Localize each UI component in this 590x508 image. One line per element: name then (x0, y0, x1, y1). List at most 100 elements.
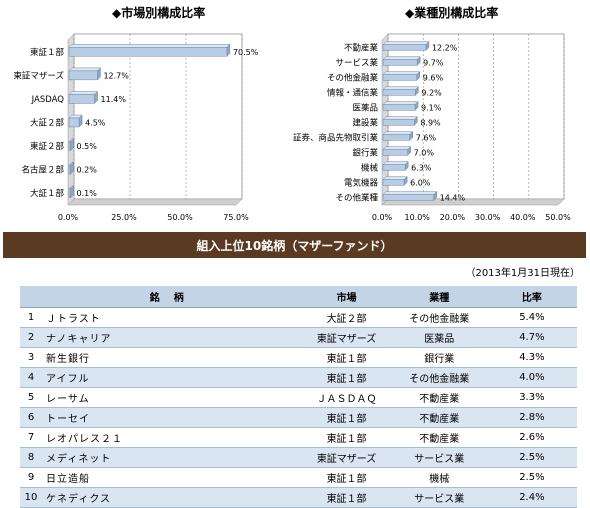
market-bar (68, 164, 71, 175)
name-cell: ケネディクス (42, 487, 302, 508)
name-cell: 新生銀行 (42, 347, 302, 368)
market-cell: 東証１部 (301, 467, 392, 488)
market-cell: 東証１部 (301, 427, 392, 448)
sector-bar-top (382, 191, 438, 195)
sector-tick-label: 30.0% (475, 213, 501, 222)
sector-category-label: サービス業 (335, 58, 378, 69)
market-category-label: 大証２部 (30, 118, 65, 129)
table-row: 10 ケネディクス 東証１部 サービス業 2.4% (20, 487, 577, 508)
market-bar (68, 141, 71, 151)
weight-cell: 5.4% (486, 307, 577, 328)
market-cell: ＪＡＳＤＡＱ (301, 387, 392, 408)
market-value-label: 11.4% (101, 95, 127, 104)
market-bar (68, 70, 98, 81)
sector-bar-top (382, 176, 408, 180)
sector-bar (382, 119, 415, 126)
sector-bar-top (382, 161, 409, 165)
sector-cell: 不動産業 (391, 387, 487, 408)
sector-cell: その他金融業 (391, 367, 487, 388)
sector-cell: その他金融業 (391, 307, 487, 328)
market-cell: 東証１部 (301, 367, 392, 388)
sector-value-label: 6.0% (410, 179, 431, 188)
header-weight: 比率 (486, 286, 577, 308)
market-floor (67, 198, 243, 206)
charts-canvas: 0.0% 25.0% 50.0% 75.0% 70.5% 東証１部 12.7% 東証マザーズ 1… (13, 33, 571, 222)
sector-category-label: その他金融業 (327, 73, 379, 84)
rank-cell: 8 (20, 447, 43, 468)
sector-category-label: 医薬品 (352, 103, 378, 114)
sector-value-label: 8.9% (420, 119, 441, 128)
market-cell: 東証１部 (301, 407, 392, 428)
sector-category-label: 電気機器 (344, 178, 379, 189)
sector-bar (382, 44, 427, 51)
name-cell: メディネット (42, 447, 302, 468)
weight-cell: 2.5% (486, 447, 577, 468)
sector-value-label: 9.1% (421, 104, 442, 113)
sector-category-label: 証券、商品先物取引業 (293, 133, 379, 144)
sector-bar (382, 134, 411, 141)
market-value-label: 12.7% (103, 71, 129, 80)
rank-cell: 7 (20, 427, 43, 448)
table-row: 5 レーサム ＪＡＳＤＡＱ 不動産業 3.3% (20, 387, 577, 408)
table-row: 6 トーセイ 東証１部 不動産業 2.8% (20, 407, 577, 428)
weight-cell: 2.5% (486, 467, 577, 488)
table-row: 3 新生銀行 東証１部 銀行業 4.3% (20, 347, 577, 368)
table-row: 8 メディネット 東証マザーズ サービス業 2.5% (20, 447, 577, 468)
sector-bar (382, 179, 405, 186)
market-bar (68, 188, 71, 198)
sector-cell: 医薬品 (391, 327, 487, 348)
table-header-row: 銘柄 市場 業種 比率 (20, 286, 577, 308)
header-sector: 業種 (391, 286, 487, 308)
sector-category-label: 機械 (361, 163, 379, 174)
sector-chart-title: ◆業種別構成比率 (405, 6, 499, 20)
sector-cell: サービス業 (391, 487, 487, 508)
sector-value-label: 9.6% (423, 74, 444, 83)
market-bar-top (68, 67, 102, 72)
weight-cell: 2.8% (486, 407, 577, 428)
market-value-label: 0.2% (77, 166, 98, 175)
sector-bar-top (382, 116, 418, 120)
market-tick-label: 0.0% (58, 213, 79, 222)
market-value-label: 4.5% (85, 119, 106, 128)
sector-tick-label: 40.0% (510, 213, 536, 222)
table-row: 1 Ｊトラスト 大証２部 その他金融業 5.4% (20, 307, 577, 328)
name-cell: レオパレス２１ (42, 427, 302, 448)
header-rank (20, 286, 43, 308)
sector-bar-top (382, 146, 412, 150)
sector-category-label: その他業種 (335, 193, 378, 204)
rank-cell: 1 (20, 307, 43, 328)
market-chart-title: ◆市場別構成比率 (112, 6, 206, 20)
rank-cell: 6 (20, 407, 43, 428)
market-value-label: 70.5% (233, 48, 259, 57)
sector-bar-top (382, 41, 430, 45)
sector-bar (382, 149, 408, 156)
market-category-label: JASDAQ (31, 95, 65, 105)
table-row: 2 ナノキャリア 東証マザーズ 医薬品 4.7% (20, 327, 577, 348)
sector-value-label: 9.7% (423, 59, 444, 68)
market-tick-label: 75.0% (223, 213, 249, 222)
name-cell: Ｊトラスト (42, 307, 302, 328)
sector-bar-top (382, 131, 414, 135)
weight-cell: 3.3% (486, 387, 577, 408)
market-category-label: 東証２部 (30, 141, 65, 152)
name-cell: レーサム (42, 387, 302, 408)
name-cell: アイフル (42, 367, 302, 388)
header-name: 銘柄 (42, 286, 302, 308)
rank-cell: 4 (20, 367, 43, 388)
sector-value-label: 6.3% (411, 164, 432, 173)
market-cell: 東証マザーズ (301, 327, 392, 348)
name-cell: トーセイ (42, 407, 302, 428)
market-bar (68, 117, 80, 128)
market-bar-top (68, 91, 99, 95)
sector-bar (382, 104, 416, 111)
sector-bar-top (382, 56, 421, 60)
sector-cell: サービス業 (391, 447, 487, 468)
sector-bar (382, 59, 418, 66)
top10-holdings-table: 銘柄 市場 業種 比率 1 Ｊトラスト 大証２部 その他金融業 5.4% 2 ナノキャリア東… (20, 286, 577, 508)
market-bar (68, 47, 228, 57)
sector-cell: 機械 (391, 467, 487, 488)
sector-tick-label: 50.0% (545, 213, 571, 222)
as-of-date: （2013年1月31日現在） (465, 268, 580, 279)
market-cell: 東証１部 (301, 487, 392, 508)
market-category-label: 大証１部 (30, 188, 65, 199)
